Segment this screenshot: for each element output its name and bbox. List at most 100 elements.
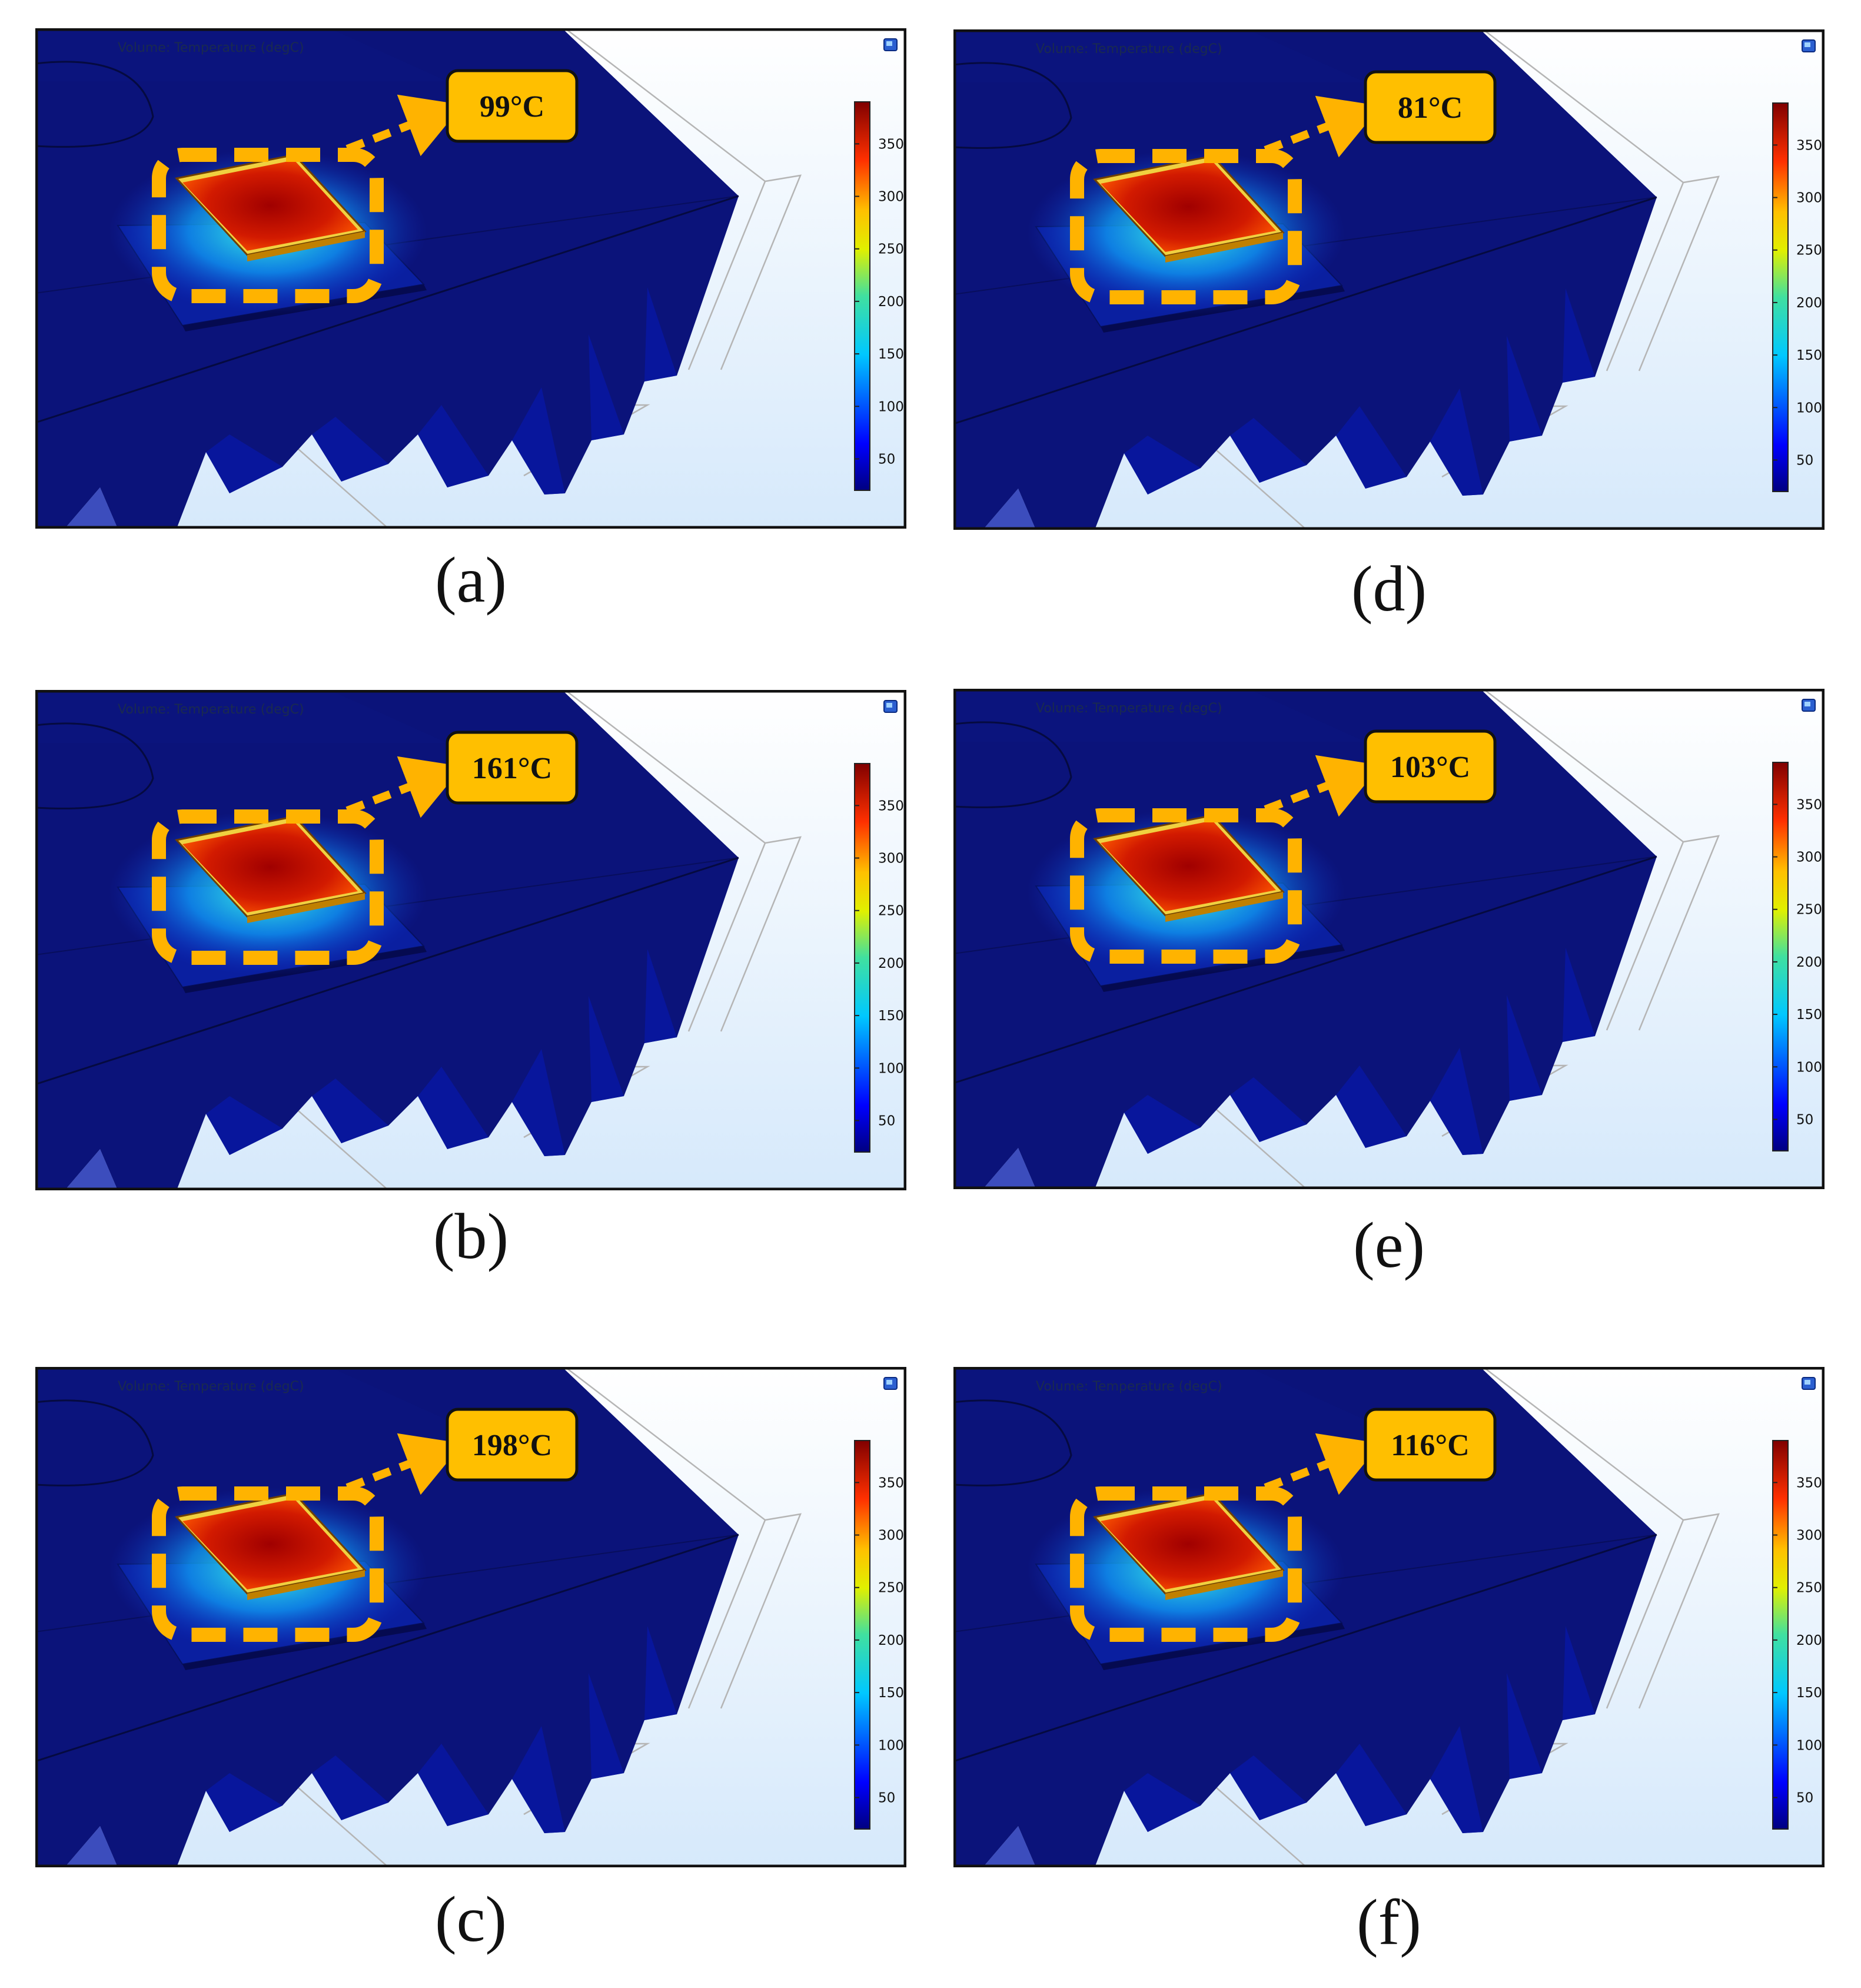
plot-title: Volume: Temperature (degC) xyxy=(118,41,304,55)
callout-arrow xyxy=(1264,95,1381,158)
temperature-callout-label: 103°C xyxy=(1390,751,1470,784)
colorbar-tick-label: 150 xyxy=(878,1685,904,1701)
colorbar-tick-label: 250 xyxy=(1796,243,1822,258)
hotspot-highlight xyxy=(1070,808,1302,964)
plot-frame xyxy=(953,689,1825,1189)
colorbar-tick-label: 150 xyxy=(1796,348,1822,363)
temperature-callout: 81°C xyxy=(1364,70,1497,144)
colorbar-tick-label: 350 xyxy=(1796,138,1822,153)
colorbar-tick-label: 100 xyxy=(878,399,904,414)
colorbar-tick-label: 200 xyxy=(1796,955,1822,970)
chip xyxy=(1093,155,1285,263)
colorbar-tick-label: 350 xyxy=(878,137,904,152)
panel-c: 198°C Volume: Temperature (degC) 350 300 2… xyxy=(35,1367,906,1867)
colorbar-tick-label: 50 xyxy=(1796,1112,1813,1127)
colorbar-tick-label: 350 xyxy=(1796,1475,1822,1491)
colorbar-tick-label: 50 xyxy=(878,1790,895,1806)
chip xyxy=(1093,1492,1285,1600)
plot-frame xyxy=(953,1367,1825,1867)
plot-corner-icon[interactable] xyxy=(1802,1377,1816,1390)
plot-corner-icon[interactable] xyxy=(1802,39,1816,52)
colorbar: 350 300 250 200 150 100 50 xyxy=(854,763,904,1153)
temperature-callout-label: 198°C xyxy=(472,1429,552,1462)
temperature-callout: 103°C xyxy=(1364,729,1497,804)
simulation-plot: 81°C Volume: Temperature (degC) 350 300 25… xyxy=(953,29,1825,530)
hotspot-highlight xyxy=(1070,149,1302,304)
plot-frame xyxy=(35,28,906,529)
callout-arrow xyxy=(1264,1433,1381,1495)
colorbar-tick-label: 100 xyxy=(878,1061,904,1076)
plot-title: Volume: Temperature (degC) xyxy=(1036,701,1222,716)
plot-corner-icon[interactable] xyxy=(883,700,898,713)
caption-d: (d) xyxy=(1351,553,1427,625)
panel-b: 161°C Volume: Temperature (degC) 350 300 2… xyxy=(35,690,906,1190)
colorbar-tick-label: 300 xyxy=(878,1528,904,1544)
colorbar-tick-label: 300 xyxy=(878,190,904,205)
temperature-callout-label: 99°C xyxy=(480,90,544,124)
callout-arrow xyxy=(345,94,463,157)
colorbar-tick-label: 150 xyxy=(878,347,904,362)
caption-c: (c) xyxy=(434,1883,507,1955)
colorbar-tick-label: 300 xyxy=(878,851,904,867)
colorbar: 350 300 250 200 150 100 50 xyxy=(854,101,904,491)
colorbar-tick-label: 200 xyxy=(1796,1633,1822,1648)
colorbar-tick-label: 250 xyxy=(1796,902,1822,918)
colorbar-tick-label: 50 xyxy=(878,1113,895,1129)
colorbar-tick-label: 100 xyxy=(878,1738,904,1753)
panel-f: 116°C Volume: Temperature (degC) 350 300 2… xyxy=(953,1367,1825,1867)
colorbar-tick-label: 250 xyxy=(878,1581,904,1596)
colorbar-tick-label: 200 xyxy=(1796,296,1822,311)
colorbar-tick-label: 350 xyxy=(1796,797,1822,812)
colorbar-tick-label: 50 xyxy=(1796,1790,1813,1806)
colorbar-tick-label: 250 xyxy=(1796,1581,1822,1596)
colorbar-tick-label: 350 xyxy=(878,798,904,814)
colorbar: 350 300 250 200 150 100 50 xyxy=(1772,1440,1822,1830)
caption-b: (b) xyxy=(433,1200,509,1272)
plot-corner-icon[interactable] xyxy=(883,1377,898,1390)
colorbar: 350 300 250 200 150 100 50 xyxy=(854,1440,904,1830)
colorbar: 350 300 250 200 150 100 50 xyxy=(1772,102,1822,492)
plot-frame xyxy=(35,1367,906,1867)
caption-a: (a) xyxy=(434,544,507,616)
simulation-plot: 99°C Volume: Temperature (degC) 350 300 25… xyxy=(35,28,906,529)
colorbar: 350 300 250 200 150 100 50 xyxy=(1772,762,1822,1151)
plot-title: Volume: Temperature (degC) xyxy=(1036,42,1222,57)
colorbar-tick-label: 300 xyxy=(1796,850,1822,865)
colorbar-tick-label: 350 xyxy=(878,1475,904,1491)
colorbar-tick-label: 100 xyxy=(1796,1060,1822,1075)
plot-corner-icon[interactable] xyxy=(1802,699,1816,712)
plot-title: Volume: Temperature (degC) xyxy=(118,1379,304,1394)
temperature-callout: 99°C xyxy=(446,69,579,143)
colorbar-tick-label: 300 xyxy=(1796,191,1822,206)
temperature-callout-label: 81°C xyxy=(1398,91,1463,125)
colorbar-tick-label: 250 xyxy=(878,904,904,919)
plot-title: Volume: Temperature (degC) xyxy=(118,702,304,717)
temperature-callout: 161°C xyxy=(446,731,579,805)
colorbar-tick-label: 50 xyxy=(878,452,895,467)
colorbar-tick-label: 200 xyxy=(878,1633,904,1648)
caption-f: (f) xyxy=(1357,1886,1421,1958)
panel-a: 99°C Volume: Temperature (degC) 350 300 25… xyxy=(35,28,906,529)
chip xyxy=(1093,814,1285,922)
hotspot-highlight xyxy=(152,1486,384,1642)
colorbar-tick-label: 150 xyxy=(878,1008,904,1024)
caption-e: (e) xyxy=(1352,1209,1425,1281)
simulation-plot: 161°C Volume: Temperature (degC) 350 300 2… xyxy=(35,690,906,1190)
hotspot-highlight xyxy=(152,809,384,965)
chip xyxy=(175,1492,367,1600)
colorbar-tick-label: 150 xyxy=(1796,1007,1822,1023)
hotspot-highlight xyxy=(152,148,384,303)
colorbar-tick-label: 200 xyxy=(878,956,904,971)
callout-arrow xyxy=(345,756,463,818)
colorbar-tick-label: 50 xyxy=(1796,453,1813,468)
panel-e: 103°C Volume: Temperature (degC) 350 300 2… xyxy=(953,689,1825,1189)
simulation-plot: 103°C Volume: Temperature (degC) 350 300 2… xyxy=(953,689,1825,1189)
chip xyxy=(175,815,367,923)
temperature-callout: 116°C xyxy=(1364,1408,1497,1482)
colorbar-tick-label: 150 xyxy=(1796,1685,1822,1701)
plot-title: Volume: Temperature (degC) xyxy=(1036,1379,1222,1394)
simulation-plot: 116°C Volume: Temperature (degC) 350 300 2… xyxy=(953,1367,1825,1867)
plot-corner-icon[interactable] xyxy=(883,38,898,51)
chip xyxy=(175,154,367,261)
callout-arrow xyxy=(345,1433,463,1495)
